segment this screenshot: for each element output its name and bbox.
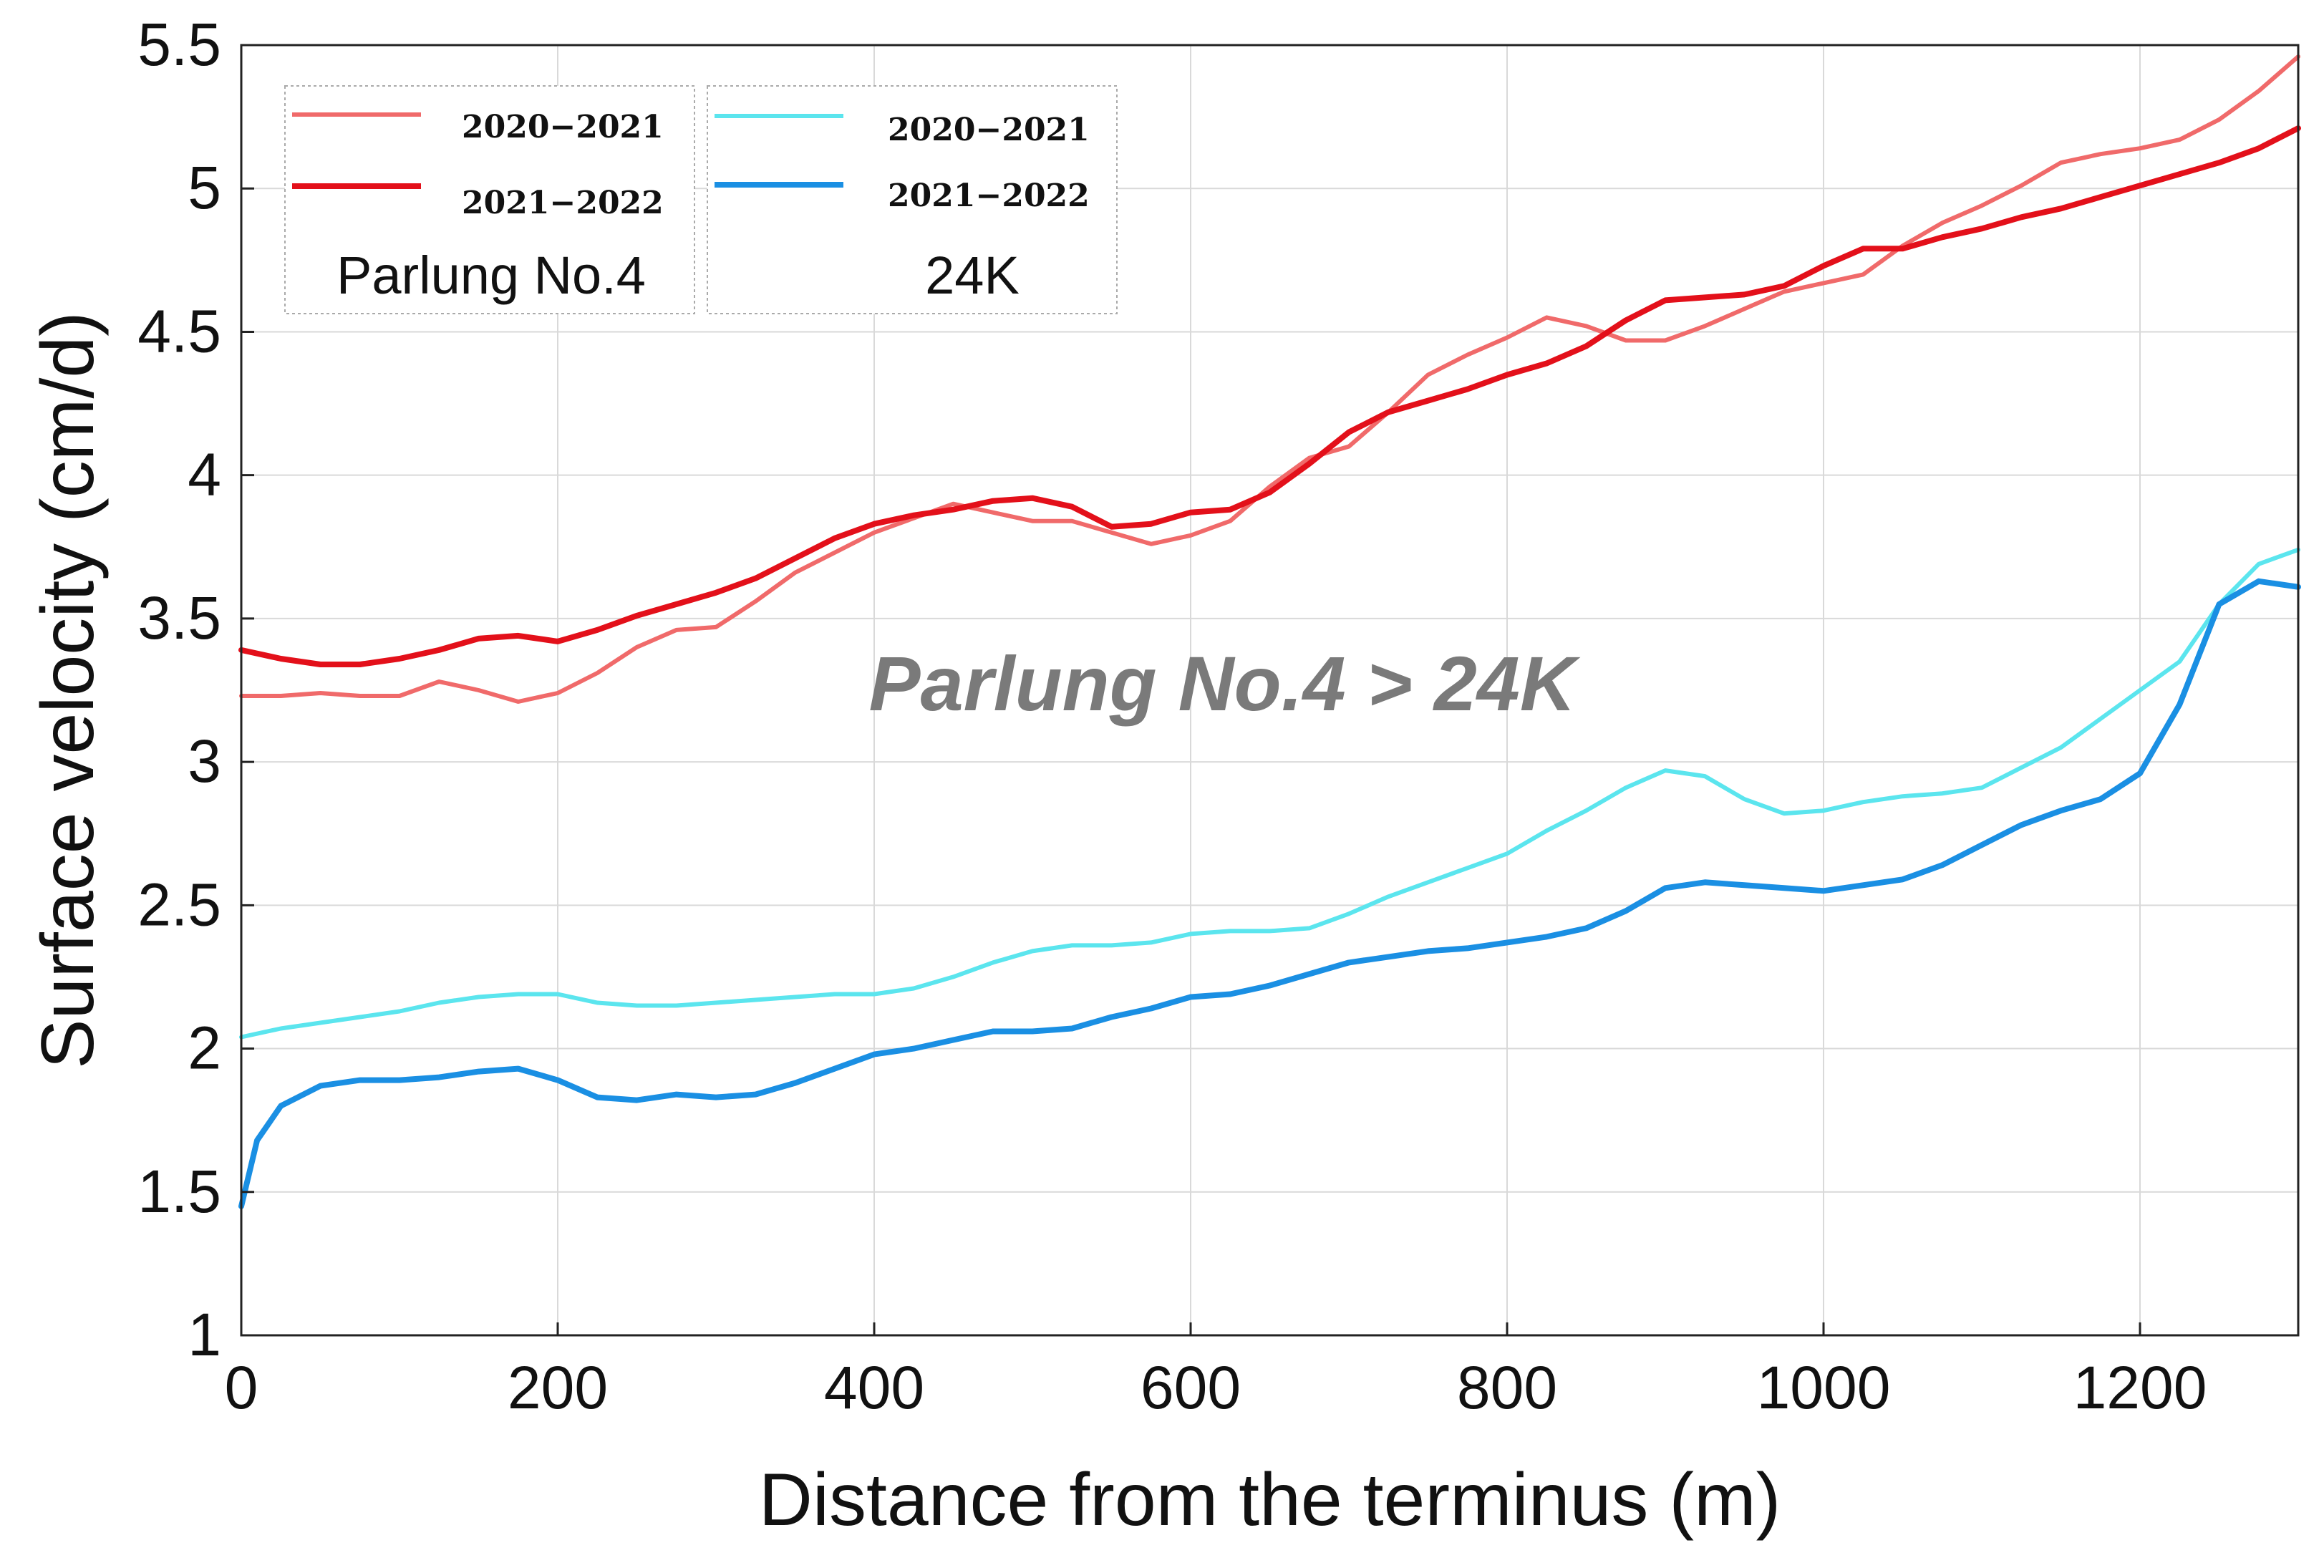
series-line-2 [238,125,2301,667]
x-tick-label: 400 [824,1354,924,1421]
y-tick-label: 4.5 [137,297,221,364]
legend-label-parlung-2020-2021: 2020−2021 [462,109,664,145]
legend-label-24k-2020-2021: 2020−2021 [888,112,1090,148]
y-tick-label: 5.5 [137,11,221,78]
y-tick-label: 1 [188,1301,221,1368]
x-tick-label: 600 [1141,1354,1241,1421]
plot-frame [240,44,2300,1337]
x-tick-label: 0 [225,1354,258,1421]
legend-group-title-parlung: Parlung No.4 [337,246,646,305]
x-axis-title: Distance from the terminus (m) [759,1458,1781,1542]
series-layer [238,54,2301,1209]
legend-box-24k [707,85,1118,314]
legend-box-parlung [284,85,695,314]
legend-group-title-24k: 24K [925,246,1020,305]
x-tick-label: 1200 [2073,1354,2207,1421]
y-tick-label: 2.5 [137,871,221,938]
series-line-4 [238,578,2301,1209]
comparison-annotation: Parlung No.4 > 24K [869,640,1581,727]
y-tick-label: 1.5 [137,1158,221,1225]
y-axis-title: Surface velocity (cm/d) [26,311,110,1069]
series-line-1 [239,54,2300,704]
series-line-3 [239,547,2300,1040]
y-tick-label: 3 [188,727,221,795]
legend-label-parlung-2021-2022: 2021−2022 [462,185,664,221]
y-tick-label: 3.5 [137,584,221,652]
x-tick-label: 800 [1457,1354,1557,1421]
legend: 2020−2021 2021−2022 Parlung No.4 2020−20… [284,85,1118,314]
x-tick-label: 1000 [1757,1354,1891,1421]
y-tick-label: 5 [188,154,221,221]
tick-labels: 0 200 400 600 800 1000 1200 1 1.5 2 2.5 3 3.5 4 4.5 5 5.… [137,11,2207,1421]
y-tick-label: 2 [188,1015,221,1082]
legend-label-24k-2021-2022: 2021−2022 [888,178,1090,214]
y-tick-label: 4 [188,441,221,508]
x-tick-label: 200 [508,1354,608,1421]
